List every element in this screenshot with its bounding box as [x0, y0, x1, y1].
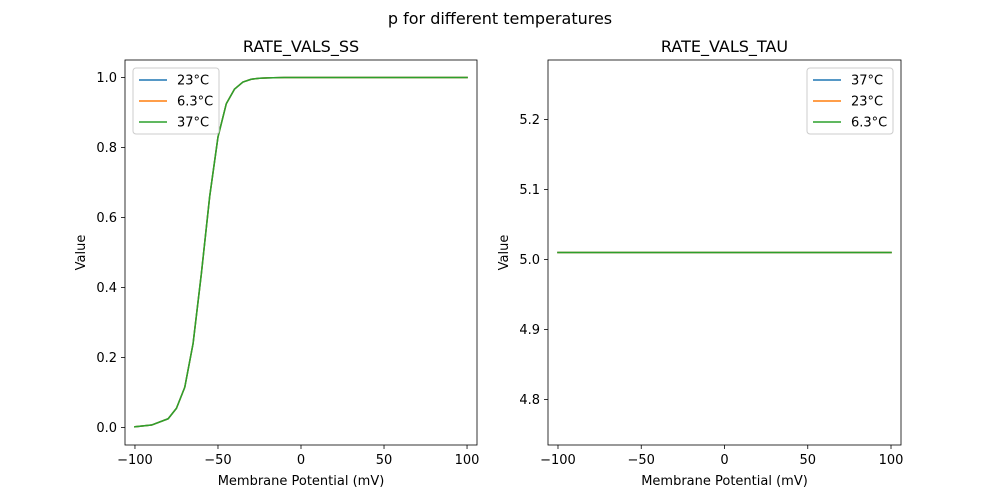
series-lines: [134, 76, 468, 428]
y-tick-label: 0.0: [96, 421, 117, 436]
x-tick-label: 0: [720, 453, 728, 468]
legend-box: [806, 67, 894, 135]
y-tick-label: 4.8: [519, 393, 540, 408]
x-tick-label: 50: [376, 453, 393, 468]
x-tick-label: −50: [628, 453, 655, 468]
subplot-rate-vals-tau: RATE_VALS_TAU −100 −50 0 50 100 4.8 4.9 5.0 5.1 5.…: [497, 37, 903, 489]
axes-frame: [124, 59, 478, 446]
y-tick-label: 0.8: [96, 141, 117, 156]
y-tick-label: 0.2: [96, 351, 117, 366]
legend: 37°C 23°C 6.3°C: [806, 67, 894, 135]
x-tick-label: −100: [117, 453, 153, 468]
legend-box: [132, 67, 220, 135]
legend-entry-label: 23°C: [851, 95, 883, 110]
y-tick-label: 5.0: [519, 253, 540, 268]
y-tick-label: 4.9: [519, 323, 540, 338]
legend: 23°C 6.3°C 37°C: [132, 67, 220, 135]
y-tick-label: 5.1: [519, 183, 540, 198]
x-tick-label: 0: [297, 453, 305, 468]
legend-entry-label: 37°C: [177, 116, 209, 131]
x-tick-label: −50: [204, 453, 231, 468]
y-tick-label: 0.6: [96, 211, 117, 226]
legend-entry-label: 37°C: [851, 74, 883, 89]
y-axis-label: Value: [497, 235, 512, 271]
figure-suptitle: p for different temperatures: [388, 9, 612, 28]
x-axis-label: Membrane Potential (mV): [218, 474, 385, 489]
y-tick-label: 5.2: [519, 113, 540, 128]
axes-frame: [547, 59, 902, 446]
subplot-rate-vals-ss: RATE_VALS_SS −100 −50 0 50 100 0.0 0.2 0.4 0.6 0.8…: [74, 37, 479, 489]
x-axis-label: Membrane Potential (mV): [641, 474, 808, 489]
subplot-title: RATE_VALS_SS: [243, 37, 359, 57]
series-line: [134, 76, 468, 428]
x-tick-label: 100: [879, 453, 904, 468]
legend-entry-label: 6.3°C: [177, 95, 213, 110]
x-tick-label: −100: [540, 453, 576, 468]
subplot-title: RATE_VALS_TAU: [661, 37, 788, 57]
legend-entry-label: 23°C: [177, 74, 209, 89]
x-tick-label: 50: [799, 453, 816, 468]
y-tick-label: 1.0: [96, 71, 117, 86]
y-axis-label: Value: [74, 235, 89, 271]
x-tick-label: 100: [455, 453, 480, 468]
y-tick-label: 0.4: [96, 281, 117, 296]
legend-entry-label: 6.3°C: [851, 116, 887, 131]
